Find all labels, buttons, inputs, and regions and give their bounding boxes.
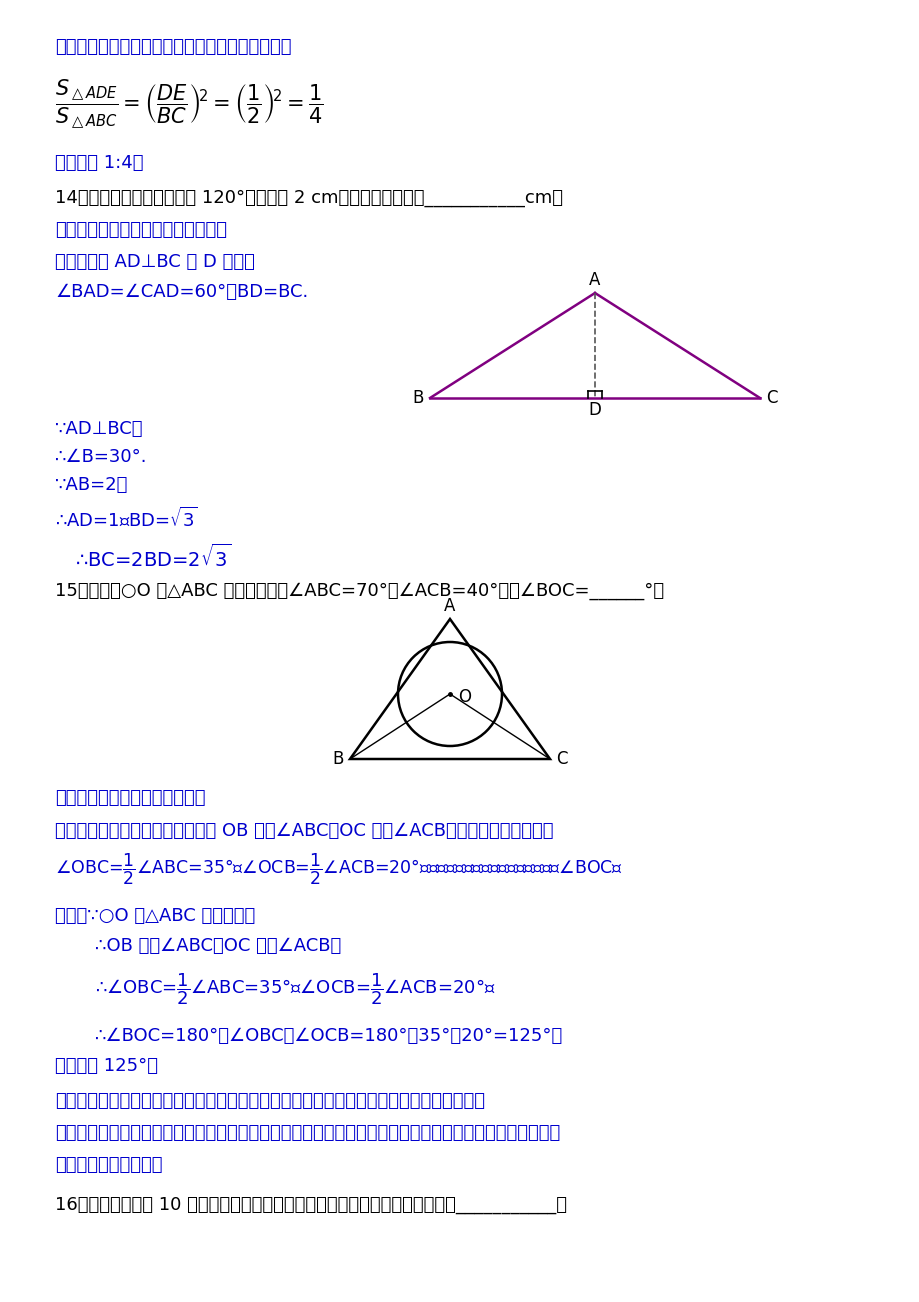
Text: $\dfrac{S_{\triangle ADE}}{S_{\triangle ABC}}=\left(\dfrac{DE}{BC}\right)^{\!2}=: $\dfrac{S_{\triangle ADE}}{S_{\triangle …: [55, 77, 323, 130]
Text: A: A: [589, 271, 600, 289]
Text: 故答案为 125°。: 故答案为 125°。: [55, 1057, 158, 1075]
Text: 16、用一个半径为 10 的半圆，围成一个圆锥的侧面，该圆锥的底面圆的半径为___________。: 16、用一个半径为 10 的半圆，围成一个圆锥的侧面，该圆锥的底面圆的半径为__…: [55, 1197, 566, 1213]
Text: 根据相似三角形的面积比等于相似比的平方可得，: 根据相似三角形的面积比等于相似比的平方可得，: [55, 38, 291, 56]
Text: ∠BAD=∠CAD=60°，BD=BC.: ∠BAD=∠CAD=60°，BD=BC.: [55, 283, 308, 301]
Text: 14、若等腰三角形的顶角为 120°，腰长为 2 cm，则它的底边长为___________cm。: 14、若等腰三角形的顶角为 120°，腰长为 2 cm，则它的底边长为_____…: [55, 189, 562, 207]
Text: ∴∠BOC=180°－∠OBC－∠OCB=180°－35°－20°=125°。: ∴∠BOC=180°－∠OBC－∠OCB=180°－35°－20°=125°。: [95, 1027, 562, 1046]
Text: C: C: [766, 389, 777, 408]
Text: 如下图，作 AD⊥BC 于 D 点，则: 如下图，作 AD⊥BC 于 D 点，则: [55, 253, 255, 271]
Text: D: D: [588, 401, 601, 419]
Text: ∴∠B=30°.: ∴∠B=30°.: [55, 448, 147, 466]
Text: 考点：三角形的内切圆与内心。: 考点：三角形的内切圆与内心。: [55, 789, 205, 807]
Text: 内角角平分线的交点。: 内角角平分线的交点。: [55, 1156, 163, 1174]
Text: ∵AD⊥BC，: ∵AD⊥BC，: [55, 421, 143, 437]
Text: 故答案为 1:4。: 故答案为 1:4。: [55, 154, 143, 172]
Text: A: A: [444, 598, 455, 615]
Text: B: B: [413, 389, 424, 408]
Text: ∴∠OBC=$\dfrac{1}{2}$∠ABC=35°，∠OCB=$\dfrac{1}{2}$∠ACB=20°，: ∴∠OBC=$\dfrac{1}{2}$∠ABC=35°，∠OCB=$\dfra…: [95, 971, 495, 1006]
Text: C: C: [555, 750, 567, 768]
Text: 分析：根据三角形内心的性质得到 OB 平分∠ABC，OC 平分∠ACB，根据角平分线定义得: 分析：根据三角形内心的性质得到 OB 平分∠ABC，OC 平分∠ACB，根据角平…: [55, 822, 553, 840]
Text: ∴BC=2BD=$2\sqrt{3}$: ∴BC=2BD=$2\sqrt{3}$: [75, 544, 231, 572]
Text: 15、如图，○O 是△ABC 的内切圆，若∠ABC=70°，∠ACB=40°，则∠BOC=______°。: 15、如图，○O 是△ABC 的内切圆，若∠ABC=70°，∠ACB=40°，则…: [55, 582, 664, 600]
Text: ∠OBC=$\dfrac{1}{2}$∠ABC=35°，∠OCB=$\dfrac{1}{2}$∠ACB=20°，然后根据三角形内角和的定理计算∠BOC。: ∠OBC=$\dfrac{1}{2}$∠ABC=35°，∠OCB=$\dfrac…: [55, 852, 622, 887]
Text: O: O: [458, 687, 471, 706]
Text: 解答：∵○O 是△ABC 的内切圆，: 解答：∵○O 是△ABC 的内切圆，: [55, 907, 255, 924]
Text: B: B: [333, 750, 344, 768]
Text: 考点：等腰三角形的性质和勾股定理: 考点：等腰三角形的性质和勾股定理: [55, 221, 227, 240]
Text: ∴OB 平分∠ABC，OC 平分∠ACB，: ∴OB 平分∠ABC，OC 平分∠ACB，: [95, 937, 341, 954]
Text: ∵AB=2，: ∵AB=2，: [55, 477, 129, 493]
Text: 三角形的内切圆的圆心叫作三角形的内心，这个三角形叫作圆的外切三角形。三角形的内心就是三角形三个: 三角形的内切圆的圆心叫作三角形的内心，这个三角形叫作圆的外切三角形。三角形的内心…: [55, 1124, 560, 1142]
Text: ∴AD=1，BD=$\sqrt{3}$: ∴AD=1，BD=$\sqrt{3}$: [55, 506, 198, 530]
Text: 点评：本题考查了三角形的内切圆与内心：与三角形各边都相切的圆叫作三角形的内切圆，: 点评：本题考查了三角形的内切圆与内心：与三角形各边都相切的圆叫作三角形的内切圆，: [55, 1092, 484, 1111]
